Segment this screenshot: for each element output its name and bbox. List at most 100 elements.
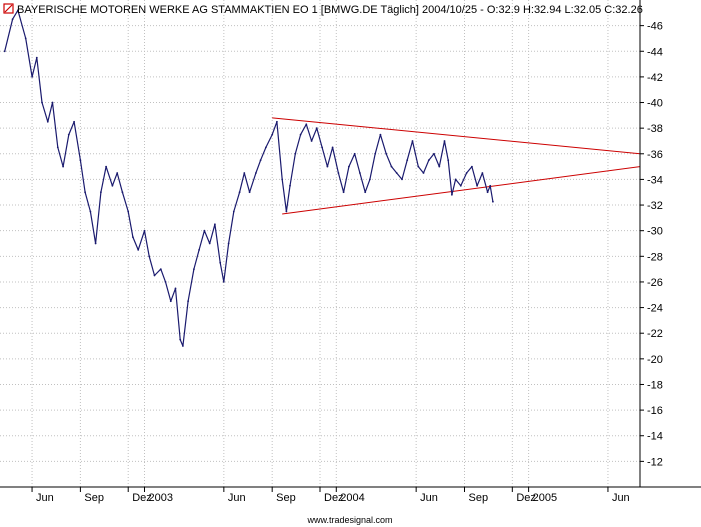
price-point (411, 140, 414, 142)
price-point (294, 152, 297, 155)
price-point (447, 159, 450, 162)
price-point (385, 152, 388, 155)
x-tick-label: Jun (420, 492, 438, 504)
trendline-upper[interactable] (272, 117, 641, 155)
y-tick-label: -20 (647, 354, 663, 366)
price-point (84, 191, 86, 194)
price-point (315, 127, 318, 130)
price-point (390, 165, 393, 168)
y-tick-label: -32 (647, 200, 663, 212)
price-point (148, 255, 151, 258)
price-point (401, 178, 403, 181)
price-point (169, 300, 172, 303)
y-tick-label: -16 (647, 405, 663, 417)
price-point (46, 120, 49, 123)
y-tick-label: -28 (647, 251, 663, 263)
y-tick-label: -44 (647, 46, 663, 58)
trendline-lower[interactable] (282, 166, 641, 215)
x-tick-label: Dez (324, 492, 344, 504)
price-point (337, 172, 340, 174)
price-point (105, 165, 107, 168)
price-point (41, 101, 43, 104)
grid-layer (0, 0, 640, 487)
price-point (465, 172, 468, 174)
price-point (116, 172, 119, 174)
price-point (395, 172, 398, 174)
price-point (427, 159, 430, 162)
y-tick-label: -18 (647, 379, 663, 391)
price-point (164, 281, 167, 283)
price-point (342, 191, 345, 194)
price-point (127, 210, 130, 213)
price-point (281, 178, 284, 181)
price-series-line[interactable] (4, 9, 494, 347)
price-point (417, 165, 420, 168)
price-point (289, 184, 291, 187)
price-point (353, 152, 356, 155)
price-point (433, 152, 435, 155)
price-point (364, 191, 367, 194)
price-point (179, 338, 182, 341)
y-tick-label: -30 (647, 226, 663, 238)
watermark: www.tradesignal.com (306, 515, 392, 525)
x-tick-label: Sep (84, 492, 104, 504)
price-point (56, 146, 59, 149)
price-point (476, 184, 478, 187)
price-point (481, 172, 484, 174)
price-point (79, 159, 82, 162)
chart-title: BAYERISCHE MOTOREN WERKE AG STAMMAKTIEN … (17, 4, 643, 16)
price-point (374, 152, 377, 155)
price-point (310, 140, 313, 142)
price-point (208, 242, 211, 245)
price-point (443, 140, 446, 142)
x-tick-label: 2005 (533, 492, 557, 504)
price-point (3, 50, 6, 53)
y-tick-label: -42 (647, 72, 663, 84)
price-point (222, 281, 225, 283)
price-point (100, 191, 102, 194)
x-tick-label: Jun (228, 492, 246, 504)
price-point (187, 300, 190, 303)
x-tick-label: Sep (468, 492, 488, 504)
y-tick-label: -12 (647, 456, 663, 468)
price-point (203, 229, 206, 232)
price-point (305, 123, 308, 126)
price-point (259, 159, 262, 162)
price-point (459, 184, 462, 187)
price-point (94, 242, 97, 245)
price-point (438, 165, 441, 168)
price-point (73, 120, 75, 123)
x-tick-label: Jun (612, 492, 630, 504)
price-point (227, 242, 230, 245)
price-point (193, 268, 195, 270)
price-point (232, 210, 235, 213)
price-point (489, 184, 492, 187)
y-tick-label: -36 (647, 149, 663, 161)
price-point (51, 101, 54, 104)
price-point (143, 229, 146, 232)
price-point (174, 287, 177, 290)
price-point (454, 178, 457, 181)
price-point (299, 133, 302, 136)
price-point (451, 193, 453, 196)
price-point (198, 249, 201, 251)
price-point (276, 120, 278, 123)
y-tick-label: -14 (647, 431, 663, 443)
axis-layer (0, 0, 701, 488)
price-point (121, 191, 124, 194)
trendline-layer (272, 117, 641, 215)
price-point (238, 191, 241, 194)
price-point (326, 165, 329, 168)
x-tick-label: Dez (132, 492, 152, 504)
price-point (379, 133, 382, 136)
x-tick-label: Sep (276, 492, 296, 504)
price-point (359, 172, 361, 174)
price-point (219, 261, 222, 264)
price-point (182, 345, 184, 347)
price-point (17, 9, 19, 12)
price-point (11, 18, 14, 21)
price-point (24, 37, 27, 40)
